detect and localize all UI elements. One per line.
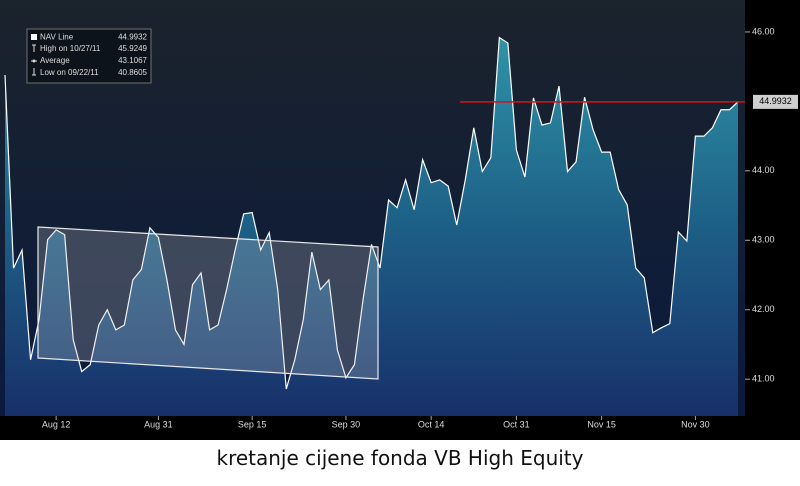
legend-value: 43.1067 <box>118 56 147 65</box>
y-tick-label: 41.00 <box>752 374 775 384</box>
x-tick-label: Oct 31 <box>503 419 530 429</box>
x-axis-panel <box>0 416 745 440</box>
line <box>4 36 739 390</box>
last-price-label: 44.9932 <box>759 96 792 106</box>
trend-channel <box>37 226 379 380</box>
legend-icon <box>32 44 36 52</box>
x-tick-label: Oct 14 <box>418 419 445 429</box>
legend: NAV Line 44.9932 High on 10/27/11 45.924… <box>26 28 152 84</box>
legend-value: 44.9932 <box>118 33 147 42</box>
legend-icon <box>32 68 36 76</box>
legend-icon <box>32 59 36 63</box>
y-tick-label: 43.00 <box>752 235 775 245</box>
x-tick-label: Aug 12 <box>42 419 71 429</box>
y-axis-panel <box>745 0 800 440</box>
last-price-box <box>753 94 798 109</box>
legend-label: High on 10/27/11 <box>40 44 101 53</box>
legend-label: Average <box>40 56 70 65</box>
legend-label: NAV Line <box>40 33 74 42</box>
area <box>5 37 738 416</box>
legend-value: 40.8605 <box>118 68 147 77</box>
y-tick-label: 46.00 <box>752 26 775 36</box>
x-tick-label: Aug 31 <box>144 419 173 429</box>
legend-value: 45.9249 <box>118 44 147 53</box>
x-tick-label: Sep 30 <box>332 419 361 429</box>
x-tick-label: Nov 30 <box>681 419 710 429</box>
x-tick-label: Sep 15 <box>238 419 267 429</box>
legend-icon <box>31 34 37 40</box>
x-tick-label: Nov 15 <box>587 419 616 429</box>
legend-label: Low on 09/22/11 <box>40 68 99 77</box>
legend-box <box>26 28 152 84</box>
y-tick-label: 44.00 <box>752 165 775 175</box>
caption: kretanje cijene fonda VB High Equity <box>216 446 584 470</box>
chart: NAV Line 44.9932 High on 10/27/11 45.924… <box>0 0 800 440</box>
y-tick-label: 42.00 <box>752 304 775 314</box>
